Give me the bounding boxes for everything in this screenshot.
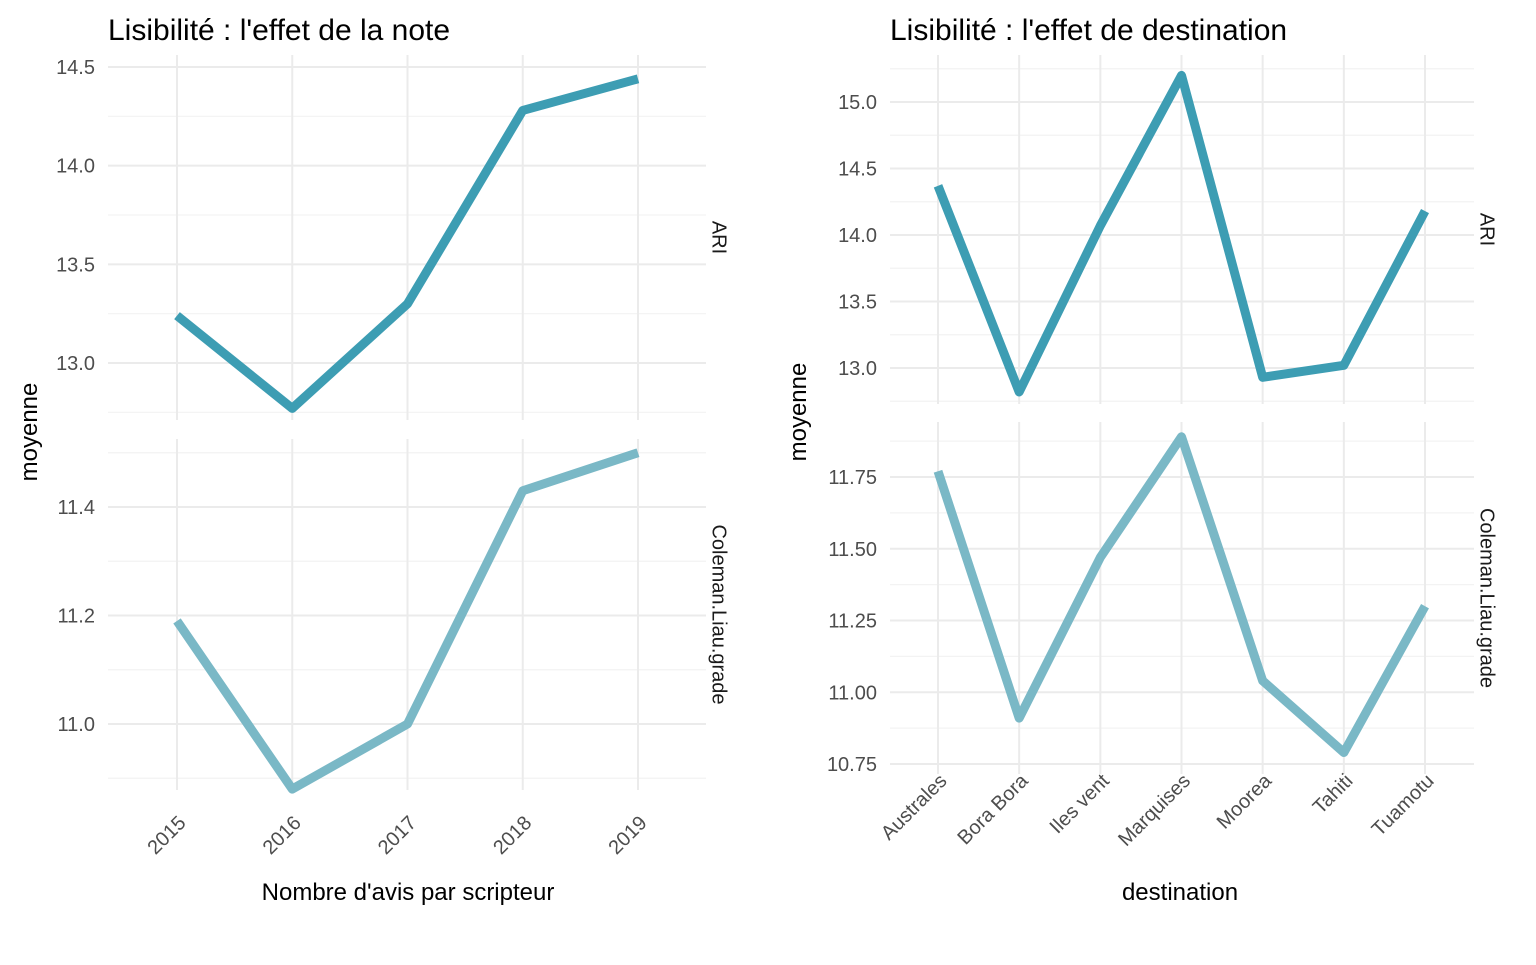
x-tick-label: Tahiti — [1309, 770, 1358, 819]
facet-strip-label: Coleman.Liau.grade — [708, 524, 730, 704]
facet-strip-label: ARI — [1476, 213, 1498, 246]
data-point — [634, 74, 643, 83]
series-line — [173, 448, 640, 794]
data-point — [1421, 207, 1430, 216]
data-point — [1096, 221, 1105, 230]
y-tick-label: 14.5 — [56, 57, 95, 79]
x-axis-label: Nombre d'avis par scripteur — [262, 879, 555, 906]
data-point — [1421, 602, 1430, 611]
data-point — [1177, 71, 1186, 80]
data-point — [173, 616, 182, 625]
y-tick-label: 13.5 — [56, 254, 95, 276]
facet-strip-label: Coleman.Liau.grade — [1476, 508, 1498, 688]
data-point — [288, 785, 297, 794]
y-tick-label: 14.0 — [838, 225, 877, 247]
data-point — [173, 311, 182, 320]
y-tick-label: 13.0 — [56, 353, 95, 375]
data-point — [518, 486, 527, 495]
data-point — [1015, 714, 1024, 723]
y-tick-label: 15.0 — [838, 92, 877, 114]
x-tick-label: 2015 — [144, 812, 191, 859]
facet-strip-label: ARI — [708, 221, 730, 254]
facet-0: 13.0 13.5 14.0 14.5 ARI — [56, 55, 730, 420]
x-tick-label: Tuamotu — [1368, 770, 1439, 841]
y-tick-label: 13.5 — [838, 292, 877, 314]
y-tick-label: 14.5 — [838, 159, 877, 181]
data-point — [1258, 676, 1267, 685]
y-tick-label: 11.4 — [58, 497, 95, 519]
data-point — [1258, 373, 1267, 382]
x-tick-label: Moorea — [1213, 769, 1277, 833]
y-tick-label: 13.0 — [838, 358, 877, 380]
facet-1: 11.0 11.2 11.4 Coleman.Liau.grade — [58, 439, 730, 794]
x-tick-label: 2017 — [374, 812, 421, 859]
data-point — [934, 181, 943, 190]
x-tick-label: 2019 — [605, 812, 652, 859]
y-tick-label: 11.25 — [828, 611, 877, 633]
y-axis-label: moyenne — [785, 363, 812, 462]
facet-1: 10.75 11.00 11.25 11.50 11.75 Coleman.Liau.gr… — [827, 422, 1498, 776]
data-point — [934, 467, 943, 476]
y-tick-label: 14.0 — [56, 156, 95, 178]
series-line — [933, 432, 1429, 758]
x-tick-label: Iles vent — [1046, 770, 1115, 839]
y-tick-label: 11.50 — [828, 539, 877, 561]
facet-0: 13.0 13.5 14.0 14.5 15.0 ARI — [838, 55, 1498, 404]
data-point — [1096, 553, 1105, 562]
x-tick-label: Australes — [877, 770, 952, 845]
chart-1: Lisibilité : l'effet de destination moyen… — [785, 14, 1498, 906]
chart-0: Lisibilité : l'effet de la note moyenne No… — [16, 14, 730, 906]
series-line — [174, 74, 640, 413]
data-point — [1339, 361, 1348, 370]
data-point — [403, 720, 412, 729]
chart-title: Lisibilité : l'effet de destination — [890, 14, 1287, 47]
data-point — [1339, 748, 1348, 757]
chart-title: Lisibilité : l'effet de la note — [108, 14, 450, 47]
y-axis-label: moyenne — [16, 383, 43, 482]
gridlines — [108, 439, 706, 790]
gridlines — [890, 55, 1474, 404]
x-tick-label: Bora Bora — [953, 769, 1033, 849]
x-tick-label: 2018 — [489, 812, 536, 859]
series-line — [933, 70, 1430, 397]
y-tick-label: 11.00 — [828, 682, 877, 704]
data-point — [1015, 387, 1024, 396]
data-point — [518, 106, 527, 115]
data-point — [403, 299, 412, 308]
x-tick-label: 2016 — [259, 812, 306, 859]
y-tick-label: 11.75 — [828, 467, 877, 489]
y-tick-label: 11.2 — [58, 606, 95, 628]
x-tick-label: Marquises — [1114, 770, 1195, 851]
data-point — [1177, 432, 1186, 441]
x-axis-label: destination — [1122, 879, 1238, 906]
gridlines — [108, 55, 706, 420]
y-tick-label: 10.75 — [827, 754, 877, 776]
data-point — [634, 448, 643, 457]
y-tick-label: 11.0 — [58, 714, 95, 736]
data-point — [288, 404, 297, 413]
